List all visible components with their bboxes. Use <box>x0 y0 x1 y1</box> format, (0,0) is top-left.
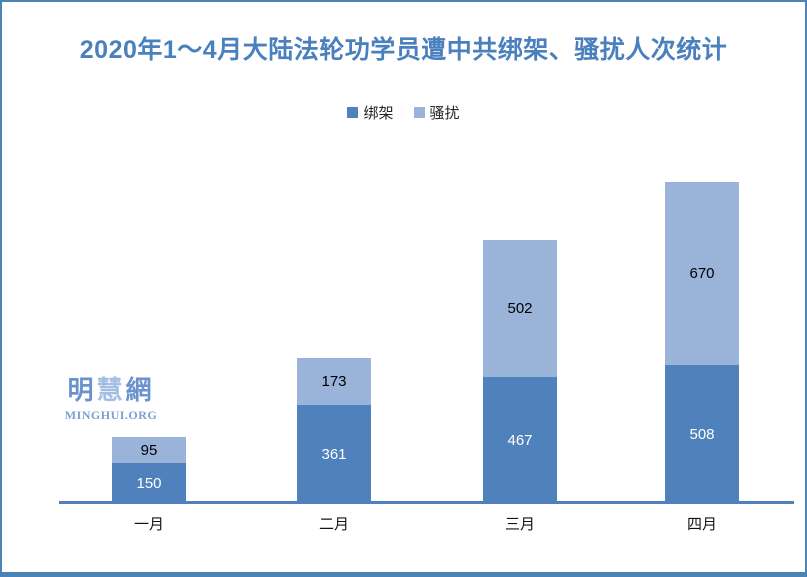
bar-value-label: 361 <box>321 446 347 463</box>
legend: 绑架 骚扰 <box>2 102 805 123</box>
bar-segment-绑架-四月: 508 <box>665 365 739 504</box>
bar-segment-骚扰-三月: 502 <box>483 240 557 377</box>
legend-item-绑架: 绑架 <box>347 102 394 123</box>
minghui-logo: 明慧網 MINGHUI.ORG <box>58 370 164 423</box>
legend-label: 骚扰 <box>429 105 460 122</box>
legend-item-骚扰: 骚扰 <box>413 102 460 123</box>
x-axis-line <box>59 501 794 504</box>
legend-label: 绑架 <box>363 105 394 122</box>
logo-char: 明 <box>67 375 97 405</box>
bar-segment-绑架-一月: 150 <box>112 463 186 504</box>
bar-value-label: 502 <box>507 300 533 317</box>
bar-value-label: 173 <box>321 373 347 390</box>
bar-segment-绑架-三月: 467 <box>483 377 557 504</box>
logo-char: 網 <box>125 375 155 405</box>
chart-title: 2020年1～4月大陆法轮功学员遭中共绑架、骚扰人次统计 <box>79 36 728 64</box>
bar-value-label: 467 <box>507 432 533 449</box>
x-axis-label-一月: 一月 <box>133 516 164 533</box>
bar-segment-绑架-二月: 361 <box>297 405 371 504</box>
legend-swatch <box>347 107 359 118</box>
bar-segment-骚扰-一月: 95 <box>112 437 186 463</box>
bar-segment-骚扰-四月: 670 <box>665 182 739 365</box>
x-axis-label-四月: 四月 <box>686 516 717 533</box>
x-axis-label-二月: 二月 <box>318 516 349 533</box>
bar-value-label: 670 <box>689 265 715 282</box>
logo-char: 慧 <box>96 375 126 405</box>
minghui-logo-latin: MINGHUI.ORG <box>64 408 158 422</box>
legend-swatch <box>413 107 425 118</box>
bar-value-label: 150 <box>136 475 162 492</box>
bar-value-label: 95 <box>140 441 158 459</box>
minghui-logo-cjk: 明慧網 <box>58 370 164 407</box>
x-axis-label-三月: 三月 <box>504 516 535 533</box>
bar-value-label: 508 <box>689 426 715 443</box>
bar-segment-骚扰-二月: 173 <box>297 358 371 405</box>
